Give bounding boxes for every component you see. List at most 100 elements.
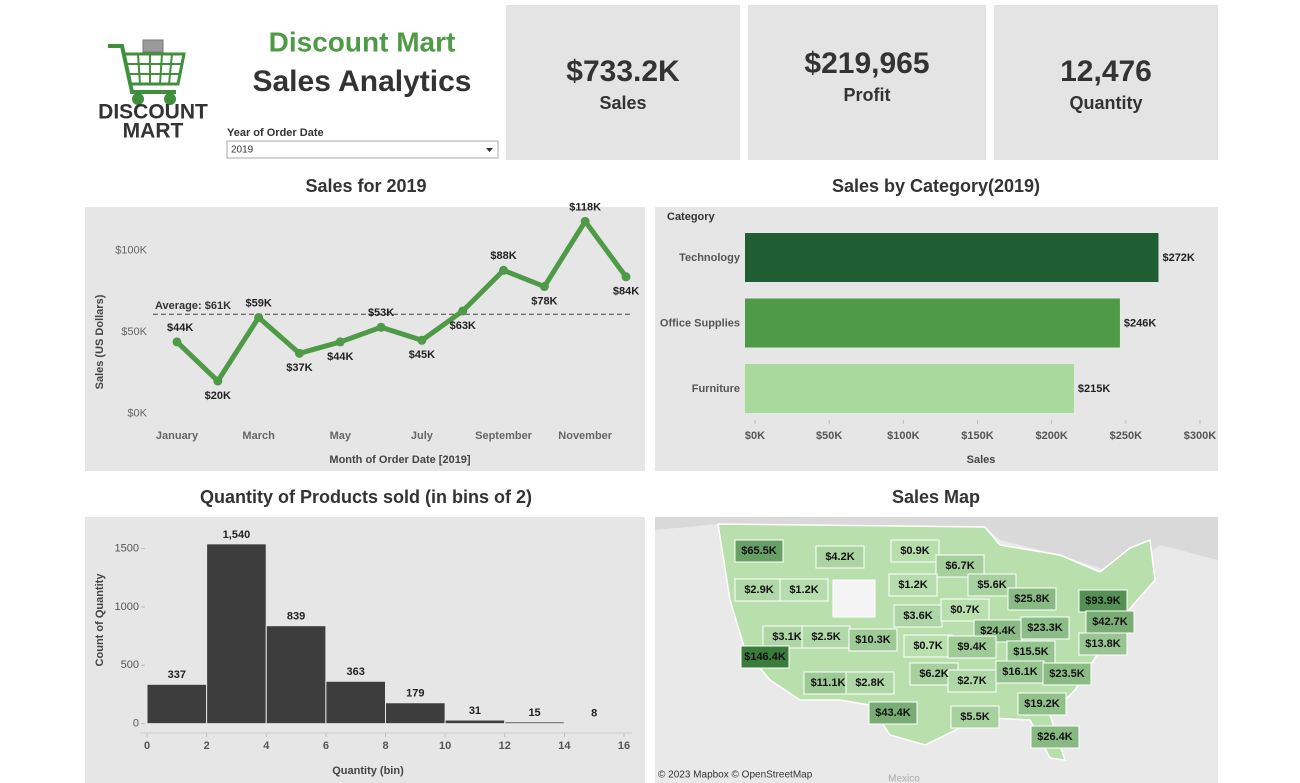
x-tick-label: January [156,430,199,442]
data-label: $4.2K [825,551,854,563]
data-label: $43.4K [875,707,911,719]
data-label: $25.8K [1014,593,1050,605]
y-tick-label: 1000 [115,601,139,613]
dashboard-subtitle: Sales Analytics [252,65,471,98]
state-region [888,573,938,597]
y-tick-label: 0 [133,718,139,730]
y-tick-label: 500 [121,659,139,671]
y-tick-label: 1500 [115,542,139,554]
data-label: $26.4K [1037,731,1073,743]
kpi-card [748,5,986,160]
x-tick-label: $250K [1110,430,1142,442]
category-label: Office Supplies [660,317,740,329]
y-tick-label: $100K [115,245,147,257]
category-label: Technology [679,252,741,264]
y-axis-label: Sales (US Dollars) [94,294,106,389]
state-region [1030,725,1080,749]
x-tick-label: $0K [745,430,765,442]
state-region [1017,692,1067,716]
kpi-value: $733.2K [566,55,680,88]
data-label: $93.9K [1085,595,1121,607]
data-label: $53K [368,307,394,319]
y-axis-label: Category [667,211,716,223]
filter-label: Year of Order Date [227,127,324,139]
point [213,376,223,386]
data-label: $5.5K [960,711,989,723]
point [458,306,468,316]
x-tick-label: May [330,430,352,442]
dropdown-arrow[interactable] [486,148,493,152]
point [499,265,509,275]
category-label: Furniture [692,383,740,395]
bar [444,719,506,725]
data-label: $5.6K [977,579,1006,591]
x-tick-label: 4 [263,740,270,752]
data-label: $13.8K [1085,638,1121,650]
data-label: $84K [613,286,639,298]
data-label: $215K [1078,383,1110,395]
marks: $0K $50K $100K January March May July September… [94,201,1216,777]
state-region [890,539,940,563]
data-label: $10.3K [855,634,891,646]
logo-text: DISCOUNT [98,101,208,124]
data-label: $2.7K [957,675,986,687]
x-axis-label: Sales [967,454,996,466]
y-tick-label: $0K [127,408,147,420]
logo-text: MART [123,120,184,143]
data-label: $23.5K [1049,668,1085,680]
cart-wheel [164,93,176,105]
map-annotation: Mexico [888,774,920,783]
panel [85,517,645,783]
data-label: $3.6K [903,610,932,622]
kpi-value: 12,476 [1060,55,1152,88]
state-region [967,573,1017,597]
state-region [950,705,1000,729]
bar [265,625,327,725]
data-label: $3.1K [772,631,801,643]
point [335,337,345,347]
data-label: $11.1K [811,677,846,689]
filter-dropdown[interactable] [226,140,499,159]
state-region [740,645,790,669]
data-label: $1.2K [789,584,818,596]
data-label: $20K [205,390,231,402]
x-tick-label: 14 [558,740,571,752]
data-label: $42.7K [1092,616,1128,628]
state-region [1078,632,1128,656]
kpi-label: Sales [599,93,646,113]
data-label: $88K [490,250,516,262]
data-label: $24.4K [980,625,1016,637]
point [294,348,304,358]
data-label: 15 [528,707,540,719]
state-region [734,539,784,563]
x-tick-label: November [558,430,613,442]
data-label: 839 [287,611,305,623]
bar [206,543,267,725]
x-axis-label: Month of Order Date [2019] [329,454,471,466]
bar [504,721,565,725]
filter-value[interactable]: 2019 [231,145,254,156]
data-label: $19.2K [1024,698,1060,710]
state-region [868,701,918,725]
state-region [935,554,985,578]
bar [563,722,625,725]
bar [325,680,386,725]
x-tick-label: $100K [887,430,919,442]
point [417,335,427,345]
map-attribution: © 2023 Mapbox © OpenStreetMap [658,770,813,781]
kpi-card [506,5,740,160]
data-label: $78K [531,295,557,307]
state-region [1042,662,1092,686]
no-data-state [832,579,876,618]
dashboard-title: Discount Mart [269,26,456,57]
data-label: $44K [167,322,193,334]
x-tick-label: March [242,430,275,442]
state-region [947,669,997,693]
kpi-label: Quantity [1069,93,1142,113]
bar [745,233,1159,282]
chart-title: Sales for 2019 [305,176,426,196]
x-tick-label: July [411,430,434,442]
data-label: 363 [347,666,365,678]
x-tick-label: 12 [499,740,511,752]
point [580,216,590,226]
